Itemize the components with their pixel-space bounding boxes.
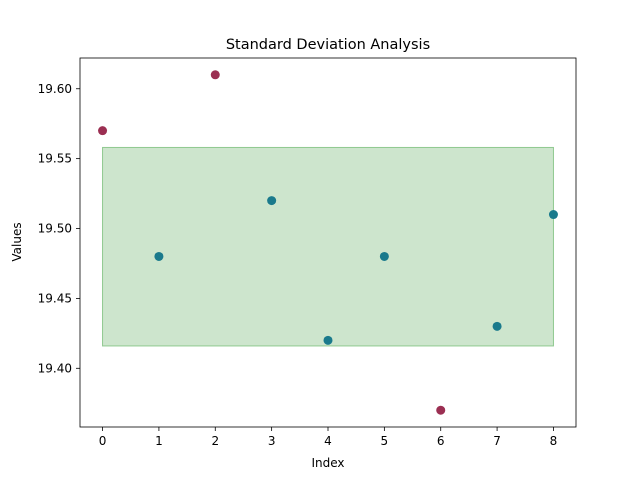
- data-point: [267, 196, 277, 206]
- data-point: [548, 210, 558, 220]
- x-tick-label: 6: [437, 434, 445, 448]
- x-tick-label: 5: [381, 434, 389, 448]
- x-tick-label: 0: [99, 434, 107, 448]
- data-point: [379, 251, 389, 261]
- data-point: [154, 251, 164, 261]
- x-tick-label: 3: [268, 434, 276, 448]
- y-tick-label: 19.40: [38, 361, 72, 375]
- x-tick-label: 8: [550, 434, 558, 448]
- std-band: [102, 146, 554, 347]
- data-point-outlier: [436, 405, 446, 415]
- x-tick-label: 2: [211, 434, 219, 448]
- y-tick-label: 19.45: [38, 291, 72, 305]
- data-point: [492, 321, 502, 331]
- y-tick-label: 19.50: [38, 222, 72, 236]
- data-point-outlier: [210, 70, 220, 80]
- x-axis-label: Index: [311, 456, 344, 470]
- x-tick-label: 7: [493, 434, 501, 448]
- chart-title: Standard Deviation Analysis: [226, 37, 430, 53]
- y-axis-label: Values: [10, 222, 24, 261]
- y-tick-label: 19.55: [38, 152, 72, 166]
- x-tick-label: 4: [324, 434, 332, 448]
- data-point: [323, 335, 333, 345]
- x-tick-label: 1: [155, 434, 163, 448]
- y-tick-label: 19.60: [38, 82, 72, 96]
- data-point-outlier: [98, 126, 108, 136]
